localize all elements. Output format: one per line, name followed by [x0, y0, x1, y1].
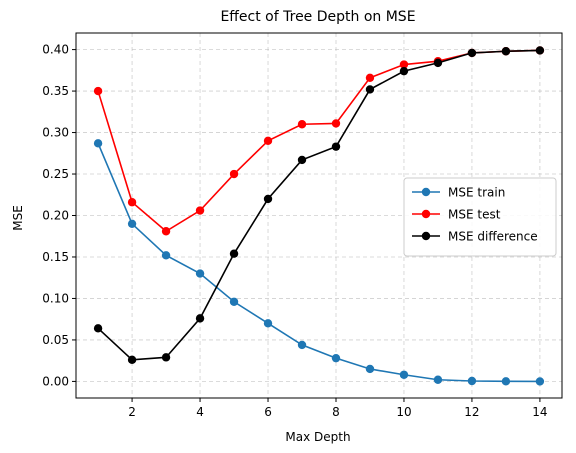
data-point-mse-test — [263, 136, 273, 146]
legend-label-mse-test: MSE test — [448, 208, 501, 222]
data-point-mse-difference — [93, 324, 103, 333]
data-point-mse-difference — [365, 85, 375, 94]
y-axis-label: MSE — [11, 205, 25, 231]
series-line-mse-train — [97, 143, 540, 383]
data-point-mse-train — [535, 377, 545, 386]
data-point-mse-train — [93, 139, 103, 148]
y-tick-label: 0.30 — [42, 126, 69, 140]
x-tick-label: 4 — [196, 405, 204, 419]
x-axis-label: Max Depth — [285, 430, 350, 444]
data-point-mse-test — [93, 86, 103, 96]
data-point-mse-difference — [501, 47, 511, 56]
x-tick-label: 8 — [332, 405, 340, 419]
y-tick-label: 0.40 — [42, 43, 69, 57]
data-point-mse-train — [433, 375, 443, 384]
data-point-mse-train — [297, 340, 307, 350]
data-point-mse-difference — [229, 249, 239, 258]
data-point-mse-difference — [195, 314, 205, 323]
legend-box — [403, 177, 557, 257]
chart-title: Effect of Tree Depth on MSE — [220, 9, 415, 25]
data-point-mse-difference — [331, 142, 341, 151]
data-point-mse-train — [229, 297, 239, 306]
y-tick-label: 0.20 — [42, 209, 69, 223]
data-point-mse-difference — [161, 353, 171, 362]
legend-swatch-marker-mse-difference — [421, 231, 431, 241]
x-tick-label: 2 — [128, 405, 136, 419]
data-point-mse-difference — [467, 48, 477, 58]
data-point-mse-test — [399, 60, 409, 69]
data-point-mse-train — [331, 353, 341, 363]
data-point-mse-train — [161, 251, 171, 260]
series-line-mse-difference — [97, 49, 540, 361]
data-point-mse-train — [365, 364, 375, 374]
y-axis-ticks: 0.00 0.05 0.10 0.15 0.20 0.25 0.30 0.35 0.40 — [42, 43, 76, 388]
legend-label-mse-difference: MSE difference — [448, 230, 538, 244]
data-point-mse-train — [467, 376, 477, 386]
legend-swatch-marker-mse-test — [421, 209, 431, 219]
y-tick-label: 0.10 — [42, 291, 69, 305]
data-point-mse-test — [331, 119, 341, 128]
y-tick-label: 0.05 — [42, 333, 69, 347]
y-tick-label: 0.25 — [42, 167, 69, 181]
data-point-mse-test — [365, 73, 375, 82]
data-point-mse-difference — [263, 194, 273, 204]
data-point-mse-train — [195, 269, 205, 278]
x-tick-label: 10 — [396, 405, 411, 419]
y-tick-label: 0.35 — [42, 84, 69, 98]
legend: MSE train MSE test MSE difference — [403, 177, 557, 257]
grid — [76, 33, 562, 398]
data-point-mse-test — [127, 198, 137, 207]
data-point-mse-difference — [535, 46, 545, 55]
legend-swatch-marker-mse-train — [421, 187, 431, 197]
x-axis-ticks: 2 4 6 8 10 12 14 — [128, 398, 548, 419]
data-point-mse-test — [229, 169, 239, 179]
series-layer — [93, 46, 545, 386]
x-tick-label: 12 — [464, 405, 479, 419]
data-point-mse-train — [263, 319, 273, 328]
data-point-mse-difference — [399, 66, 409, 76]
data-point-mse-difference — [127, 355, 137, 365]
data-point-mse-difference — [297, 155, 307, 165]
data-point-mse-train — [127, 219, 137, 228]
data-point-mse-difference — [433, 58, 443, 68]
x-tick-label: 14 — [532, 405, 547, 419]
data-point-mse-train — [501, 377, 511, 386]
y-tick-label: 0.15 — [42, 250, 69, 264]
y-tick-label: 0.00 — [42, 374, 69, 388]
x-tick-label: 6 — [264, 405, 272, 419]
data-point-mse-test — [297, 120, 307, 129]
data-point-mse-test — [195, 206, 205, 215]
data-point-mse-train — [399, 370, 409, 379]
data-point-mse-test — [161, 227, 171, 236]
legend-label-mse-train: MSE train — [448, 186, 505, 200]
